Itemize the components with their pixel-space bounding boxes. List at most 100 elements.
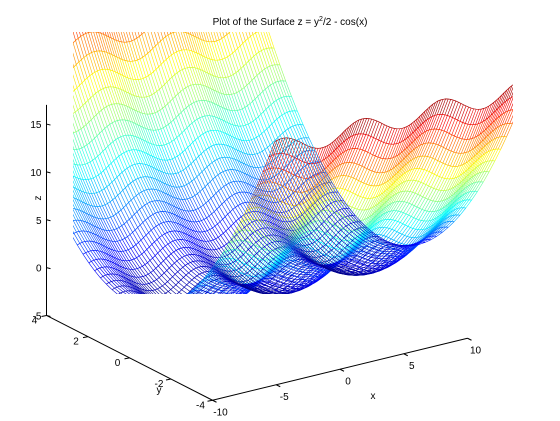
mesh-segment-x <box>216 159 224 172</box>
mesh-segment-x <box>247 123 255 139</box>
mesh-segment-x <box>398 127 406 144</box>
mesh-segment-x <box>332 237 340 244</box>
mesh-segment-x <box>186 107 193 124</box>
mesh-segment-x <box>476 154 484 167</box>
mesh-segment-x <box>151 290 157 294</box>
mesh-segment-x <box>222 219 229 229</box>
mesh-segment-x <box>248 285 255 290</box>
mesh-segment-x <box>287 264 294 268</box>
mesh-segment-x <box>446 166 454 179</box>
mesh-segment-x <box>190 163 198 177</box>
mesh-segment-x <box>284 266 291 272</box>
mesh-segment-x <box>246 153 254 168</box>
mesh-segment-x <box>134 229 142 241</box>
mesh-segment-x <box>390 254 397 257</box>
mesh-segment-x <box>138 79 145 98</box>
mesh-segment-x <box>396 254 404 258</box>
mesh-segment-x <box>470 166 478 178</box>
mesh-segment-x <box>378 183 385 197</box>
mesh-segment-x <box>396 223 404 232</box>
mesh-segment-x <box>251 221 259 231</box>
mesh-segment-x <box>146 290 152 294</box>
mesh-segment-x <box>341 149 348 165</box>
mesh-segment-x <box>358 233 365 242</box>
mesh-segment-x <box>294 255 301 260</box>
mesh-segment-x <box>221 272 228 278</box>
mesh-segment-x <box>296 279 303 284</box>
mesh-segment-x <box>235 260 242 268</box>
mesh-segment-x <box>109 124 116 140</box>
mesh-segment-x <box>412 136 419 151</box>
mesh-segment-x <box>233 181 240 193</box>
mesh-segment-x <box>306 222 313 232</box>
mesh-segment-x <box>199 117 206 133</box>
mesh-segment-x <box>261 266 268 275</box>
mesh-segment-x <box>362 222 369 233</box>
mesh-segment-x <box>477 108 485 124</box>
mesh-segment-x <box>107 69 114 88</box>
mesh-segment-x <box>334 134 342 151</box>
mesh-segment-x <box>305 210 312 222</box>
mesh-segment-x <box>286 165 293 178</box>
mesh-segment-x <box>82 179 90 194</box>
mesh-segment-x <box>81 201 89 215</box>
mesh-segment-x <box>163 222 170 232</box>
mesh-segment-x <box>253 255 261 262</box>
mesh-segment-x <box>317 147 324 164</box>
mesh-segment-x <box>194 51 201 70</box>
mesh-segment-x <box>308 255 315 262</box>
mesh-segment-x <box>167 243 174 253</box>
mesh-segment-x <box>102 276 110 283</box>
mesh-segment-x <box>141 151 148 166</box>
mesh-segment-x <box>270 287 277 290</box>
mesh-segment-x <box>124 105 131 122</box>
mesh-segment-x <box>227 264 235 271</box>
mesh-segment-x <box>312 212 319 223</box>
mesh-segment-x <box>319 185 326 195</box>
mesh-segment-x <box>398 235 405 243</box>
mesh-segment-x <box>261 190 269 202</box>
mesh-segment-x <box>260 114 268 130</box>
mesh-segment-x <box>281 170 288 183</box>
mesh-segment-x <box>197 285 204 291</box>
mesh-segment-x <box>101 228 108 241</box>
mesh-segment-x <box>421 199 429 210</box>
mesh-segment-x <box>115 139 122 155</box>
mesh-segment-x <box>396 159 403 174</box>
mesh-segment-x <box>99 236 106 247</box>
mesh-segment-x <box>370 210 378 221</box>
mesh-segment-x <box>225 77 232 95</box>
mesh-segment-x <box>149 165 157 180</box>
mesh-segment-x <box>239 244 247 253</box>
mesh-segment-x <box>245 173 252 186</box>
mesh-segment-x <box>181 132 188 148</box>
mesh-segment-x <box>425 187 432 199</box>
mesh-segment-x <box>174 274 182 281</box>
mesh-segment-x <box>209 289 216 293</box>
mesh-segment-x <box>286 251 293 257</box>
mesh-segment-x <box>382 261 389 264</box>
mesh-segment-x <box>199 174 206 187</box>
mesh-segment-x <box>133 95 140 113</box>
mesh-segment-x <box>298 139 305 152</box>
mesh-segment-x <box>252 202 260 213</box>
mesh-segment-x <box>341 138 349 154</box>
mesh-segment-x <box>247 256 254 266</box>
mesh-segment-x <box>156 189 163 202</box>
mesh-segment-x <box>129 219 136 231</box>
mesh-segment-x <box>104 204 112 218</box>
mesh-segment-x <box>385 144 392 160</box>
y-tick-mark <box>41 314 47 317</box>
mesh-segment-x <box>269 280 276 284</box>
mesh-segment-x <box>407 168 415 181</box>
mesh-segment-x <box>174 197 181 210</box>
mesh-segment-x <box>436 114 443 130</box>
mesh-segment-x <box>243 172 250 185</box>
mesh-segment-x <box>218 268 225 275</box>
mesh-segment-x <box>86 192 93 207</box>
mesh-segment-x <box>163 272 171 280</box>
mesh-segment-x <box>404 227 411 236</box>
mesh-segment-x <box>271 267 278 273</box>
mesh-segment-x <box>280 246 287 253</box>
mesh-segment-x <box>285 281 292 285</box>
